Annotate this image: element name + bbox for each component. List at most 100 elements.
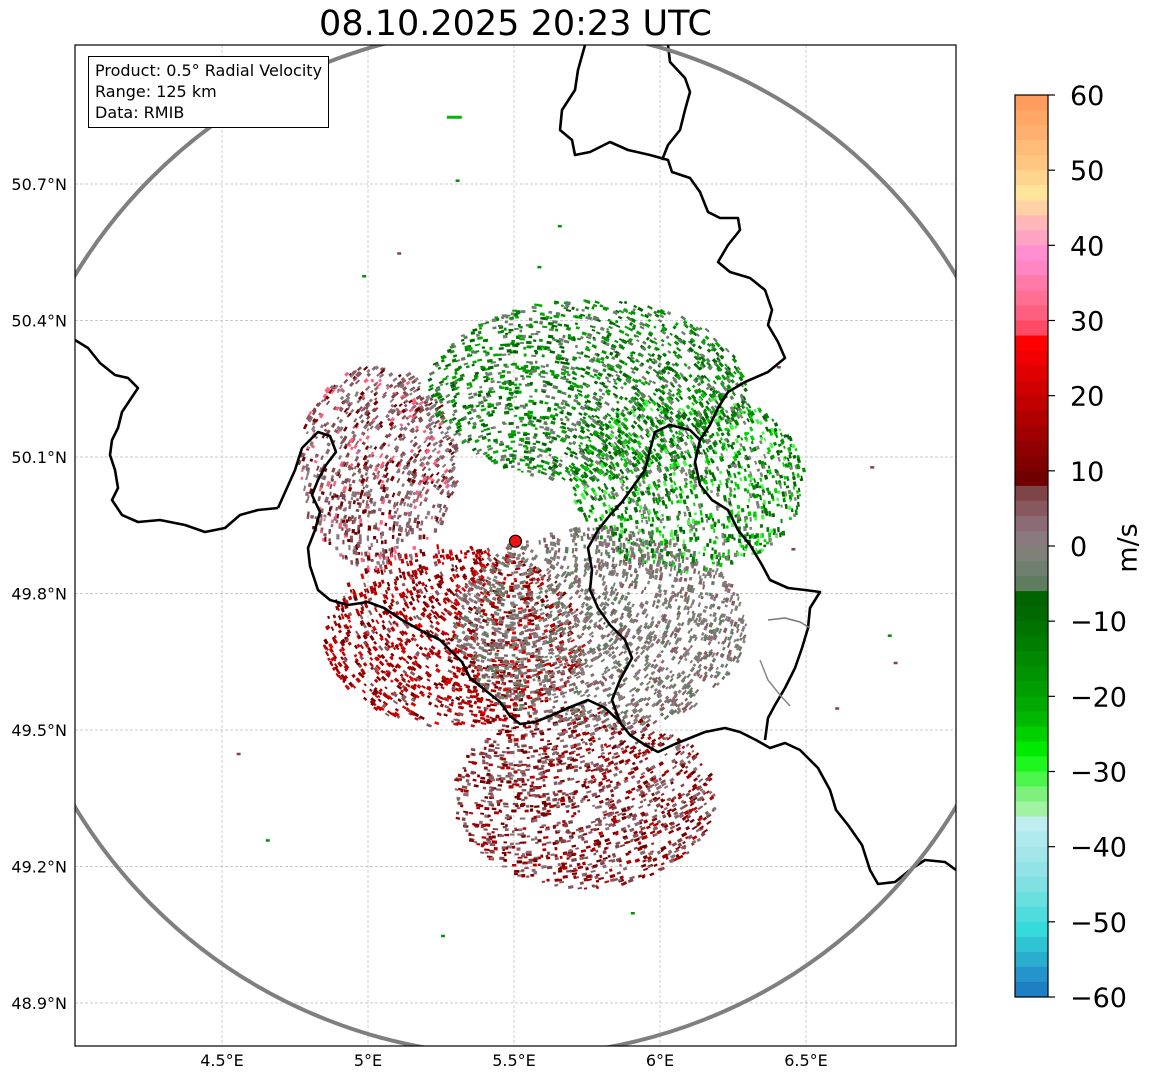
echo-gate bbox=[507, 353, 511, 356]
echo-gate bbox=[767, 465, 771, 469]
echo-gate bbox=[618, 769, 623, 774]
echo-gate bbox=[628, 515, 633, 521]
echo-gate bbox=[739, 442, 743, 448]
echo-gate bbox=[731, 391, 737, 397]
echo-gate bbox=[759, 542, 762, 546]
echo-gate bbox=[670, 500, 674, 505]
echo-gate bbox=[632, 439, 637, 444]
echo-gate bbox=[607, 504, 611, 509]
echo-gate bbox=[405, 588, 410, 594]
echo-gate bbox=[592, 317, 598, 322]
echo-gate bbox=[477, 358, 483, 362]
echo-gate bbox=[495, 402, 500, 406]
echo-gate bbox=[586, 332, 593, 338]
echo-gate bbox=[591, 445, 598, 451]
echo-gate bbox=[518, 325, 523, 329]
echo-gate bbox=[663, 785, 669, 790]
echo-gate bbox=[645, 336, 650, 341]
echo-gate bbox=[435, 663, 439, 668]
echo-gate bbox=[688, 463, 693, 468]
echo-gate bbox=[528, 460, 532, 464]
echo-gate bbox=[689, 480, 693, 485]
echo-gate bbox=[557, 323, 563, 327]
echo-gate bbox=[638, 504, 643, 511]
echo-gate bbox=[454, 371, 458, 376]
echo-gate bbox=[654, 313, 660, 318]
echo-gate bbox=[481, 346, 486, 349]
echo-gate bbox=[480, 825, 484, 829]
echo-gate bbox=[642, 867, 649, 872]
echo-gate bbox=[466, 386, 471, 390]
echo-gate bbox=[530, 838, 535, 841]
echo-gate bbox=[450, 383, 457, 389]
echo-gate bbox=[634, 391, 641, 398]
echo-gate bbox=[529, 775, 535, 779]
echo-gate bbox=[710, 405, 716, 412]
echo-gate bbox=[658, 431, 665, 437]
echo-gate bbox=[717, 519, 721, 524]
echo-gate bbox=[503, 576, 507, 581]
echo-gate bbox=[695, 419, 701, 426]
echo-gate bbox=[602, 384, 608, 389]
echo-gate bbox=[510, 440, 516, 443]
echo-gate bbox=[631, 498, 636, 504]
echo-gate bbox=[374, 631, 379, 635]
echo-gate bbox=[659, 448, 663, 454]
echo-gate bbox=[524, 456, 529, 460]
echo-gate bbox=[680, 330, 686, 336]
echo-gate bbox=[595, 331, 601, 335]
echo-gate bbox=[428, 370, 435, 376]
echo-gate bbox=[553, 402, 560, 407]
echo-gate bbox=[771, 418, 775, 422]
echo-gate bbox=[547, 334, 554, 339]
echo-gate bbox=[374, 607, 378, 613]
echo-gate bbox=[526, 469, 532, 473]
echo-gate bbox=[607, 435, 613, 441]
echo-gate bbox=[726, 384, 732, 389]
echo-gate bbox=[685, 792, 691, 798]
echo-gate bbox=[383, 564, 388, 570]
echo-gate bbox=[539, 425, 545, 429]
echo-gate bbox=[674, 362, 680, 368]
echo-gate bbox=[519, 458, 523, 461]
echo-gate bbox=[579, 405, 586, 411]
echo-gate bbox=[493, 683, 497, 686]
echo-gate bbox=[482, 338, 489, 343]
echo-gate bbox=[470, 724, 475, 728]
echo-gate bbox=[630, 317, 637, 324]
echo-gate bbox=[664, 752, 668, 757]
echo-gate bbox=[568, 380, 572, 385]
echo-gate bbox=[533, 321, 539, 324]
echo-gate bbox=[731, 534, 734, 539]
echo-gate bbox=[580, 374, 585, 379]
echo-gate bbox=[656, 407, 660, 412]
echo-gate bbox=[473, 374, 479, 379]
echo-gate bbox=[544, 594, 549, 599]
echo-gate bbox=[757, 550, 760, 555]
echo-gate bbox=[416, 684, 422, 689]
echo-gate bbox=[476, 448, 483, 453]
echo-gate bbox=[427, 701, 433, 706]
echo-gate bbox=[620, 385, 624, 390]
echo-gate bbox=[690, 526, 694, 532]
echo-gate bbox=[406, 563, 410, 567]
echo-gate bbox=[755, 418, 761, 425]
echo-gate bbox=[537, 448, 542, 452]
echo-gate bbox=[612, 445, 617, 450]
echo-gate bbox=[710, 524, 714, 530]
echo-gate bbox=[498, 754, 505, 757]
echo-gate bbox=[445, 382, 449, 386]
echo-gate bbox=[658, 413, 663, 419]
echo-gate bbox=[511, 809, 517, 813]
echo-gate bbox=[584, 856, 589, 860]
echo-gate bbox=[386, 633, 391, 639]
echo-gate bbox=[546, 340, 552, 345]
echo-gate bbox=[463, 810, 469, 814]
echo-gate bbox=[610, 430, 615, 435]
echo-gate bbox=[532, 457, 536, 460]
echo-gate bbox=[429, 619, 434, 624]
echo-gate bbox=[651, 360, 656, 365]
echo-gate bbox=[686, 451, 692, 458]
echo-gate bbox=[644, 757, 649, 761]
echo-gate bbox=[632, 324, 637, 329]
